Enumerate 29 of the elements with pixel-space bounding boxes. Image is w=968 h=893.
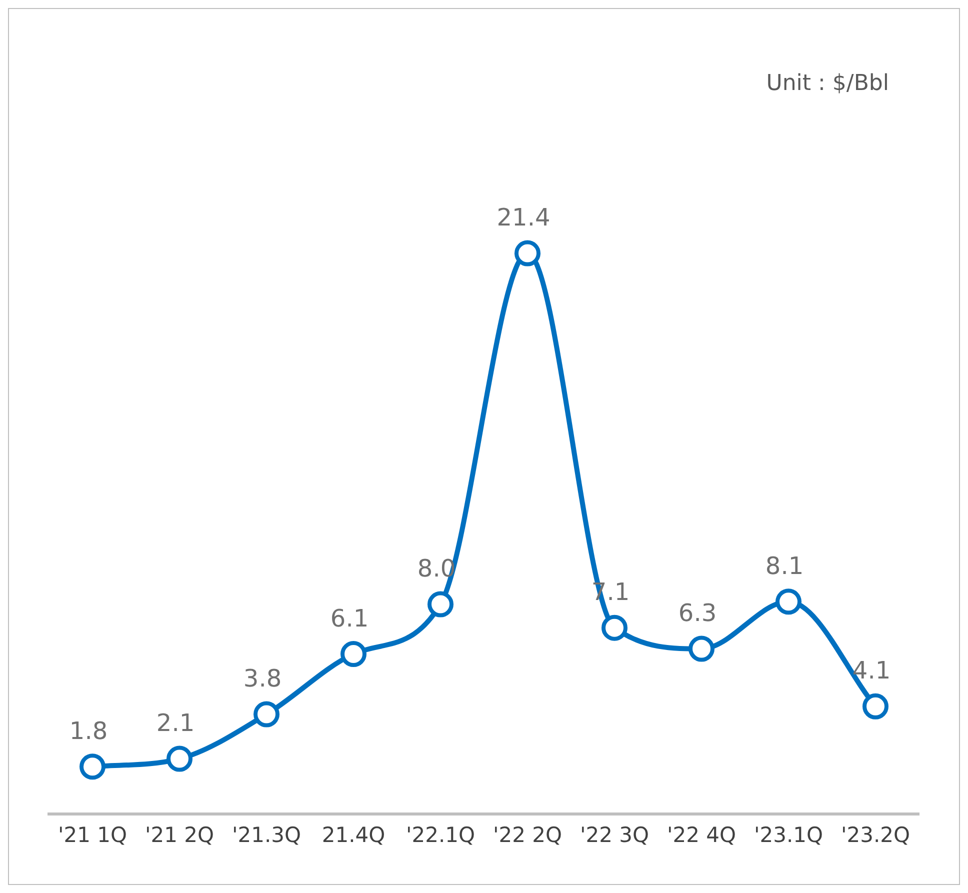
- data-label: 21.4: [496, 204, 550, 232]
- data-label: 4.1: [852, 656, 891, 685]
- data-label: 6.1: [330, 604, 369, 632]
- x-tick-label: '21 1Q: [58, 822, 128, 847]
- x-tick-label: 21.4Q: [322, 822, 386, 847]
- text: Unit : $/Bbl: [766, 71, 889, 96]
- point: [80, 754, 106, 780]
- point: [602, 614, 628, 641]
- data-label: 3.8: [243, 664, 282, 693]
- point: [428, 591, 454, 618]
- x-tick-label: '23.1Q: [754, 822, 824, 847]
- point: [776, 588, 802, 615]
- point: [862, 693, 888, 720]
- data-label: 8.1: [765, 552, 804, 580]
- point: [254, 701, 280, 728]
- point: [166, 746, 192, 772]
- x-tick-label: '22 4Q: [666, 822, 736, 847]
- x-tick-label: '22 3Q: [580, 822, 650, 847]
- data-label: 2.1: [156, 709, 195, 738]
- x-tick-label: '21 2Q: [144, 822, 214, 847]
- point: [688, 636, 714, 662]
- x-tick-label: '23.2Q: [840, 822, 910, 847]
- x-tick-label: '22 2Q: [492, 822, 562, 847]
- data-label: 1.8: [69, 716, 108, 745]
- x-tick-label: '21.3Q: [232, 822, 302, 847]
- point: [340, 641, 366, 668]
- data-label: 6.3: [678, 599, 717, 628]
- x-tick-label: '22.1Q: [406, 822, 476, 847]
- point: [514, 240, 540, 266]
